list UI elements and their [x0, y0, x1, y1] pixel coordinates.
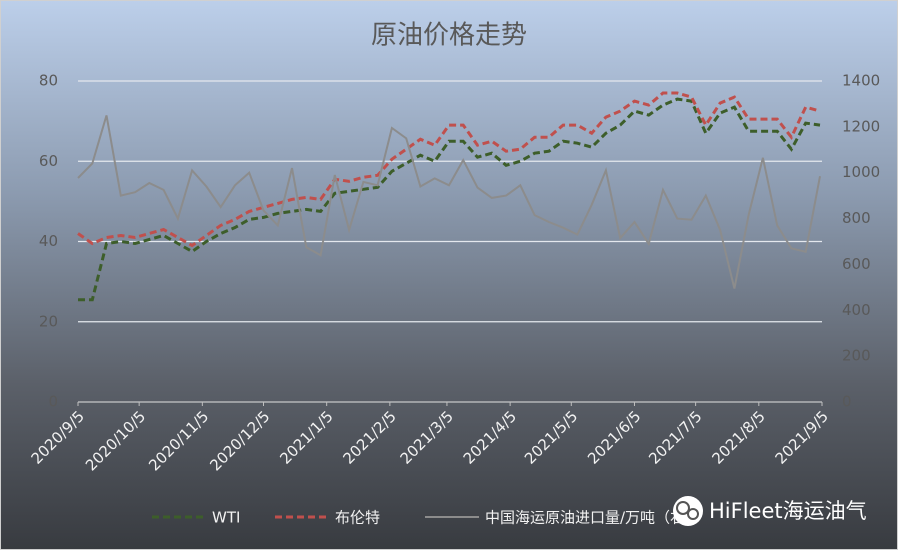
- series-line: [78, 97, 821, 302]
- y2-tick-label: 400: [842, 301, 871, 319]
- legend-label: WTI: [212, 509, 240, 527]
- y2-tick-label: 0: [842, 393, 852, 411]
- y-tick-label: 20: [39, 312, 58, 330]
- watermark-icon-bubble: [676, 501, 690, 515]
- y-tick-label: 0: [48, 393, 58, 411]
- legend-label: 中国海运原油进口量/万吨（右）: [485, 509, 700, 527]
- y2-tick-label: 600: [842, 255, 871, 273]
- legend-item: 中国海运原油进口量/万吨（右）: [425, 509, 700, 527]
- watermark: HiFleet海运油气: [673, 496, 867, 526]
- y2-tick-label: 1200: [842, 117, 880, 135]
- legend-item: 布伦特: [275, 509, 380, 527]
- legend-label: 布伦特: [335, 509, 380, 527]
- y-tick-label: 60: [39, 152, 58, 170]
- watermark-text: HiFleet海运油气: [709, 499, 867, 523]
- y-tick-label: 80: [39, 72, 58, 90]
- y2-tick-label: 200: [842, 347, 871, 365]
- y2-tick-label: 1000: [842, 163, 880, 181]
- series-line: [77, 115, 821, 289]
- series-line: [77, 91, 821, 248]
- y2-tick-label: 1400: [842, 72, 880, 90]
- legend-item: WTI: [152, 509, 240, 527]
- y-tick-label: 40: [39, 232, 58, 250]
- chart-title: 原油价格走势: [371, 21, 527, 51]
- watermark-icon-bubble: [687, 508, 699, 520]
- y2-tick-label: 800: [842, 209, 871, 227]
